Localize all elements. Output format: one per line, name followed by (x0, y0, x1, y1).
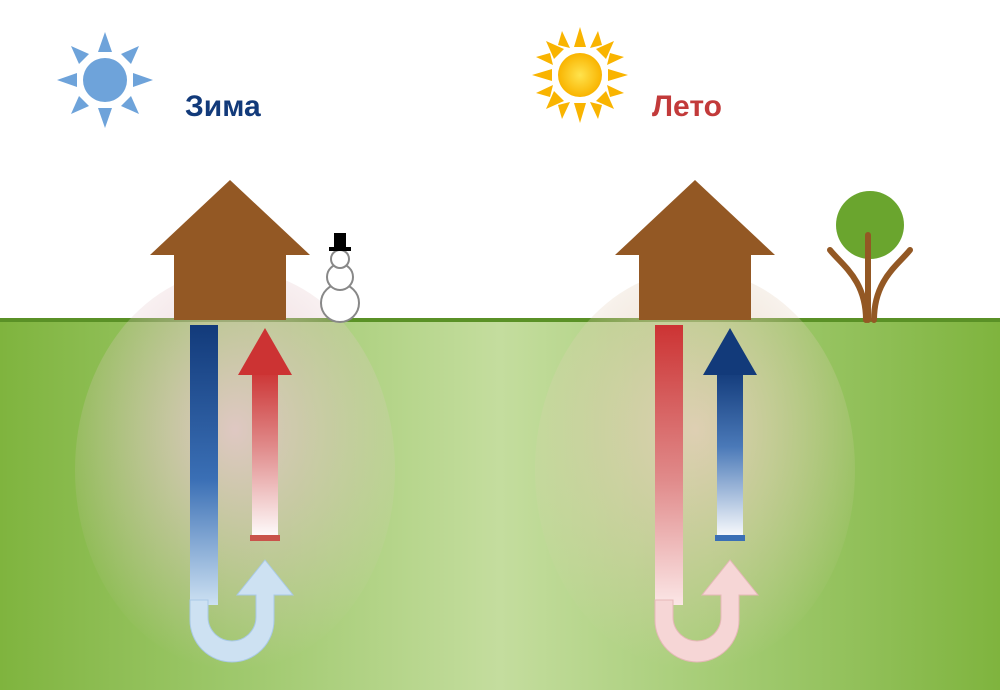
winter-glow (75, 270, 395, 670)
summer-glow (535, 270, 855, 670)
summer-label: Лето (652, 90, 722, 124)
winter-label: Зима (185, 90, 261, 124)
snowman-icon (321, 233, 359, 322)
tree-icon (830, 191, 910, 320)
winter-house-icon (150, 180, 310, 320)
summer-sun-icon (532, 27, 628, 123)
winter-sun-icon (57, 32, 153, 128)
summer-house-icon (615, 180, 775, 320)
diagram-canvas (0, 0, 1000, 690)
